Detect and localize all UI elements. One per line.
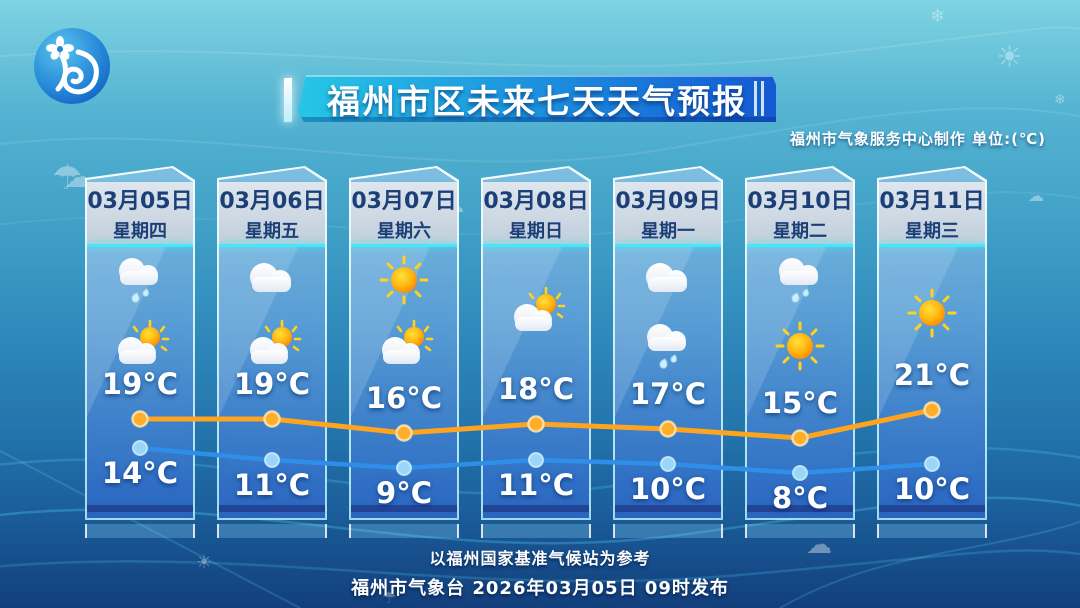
weekday-label: 星期日 [509, 221, 563, 242]
forecast-day-card: 03月09日 星期一 [613, 166, 723, 538]
weather-icons [615, 251, 721, 379]
bg-cloud-icon: ☁ [1028, 186, 1044, 205]
weekday-label: 星期六 [377, 221, 431, 242]
sunny-icon [764, 317, 836, 379]
sunny-icon [368, 251, 440, 313]
day-panel-inner: 03月11日 星期三 [879, 168, 985, 518]
light-rain-icon [764, 251, 836, 313]
day-panel: 03月06日 星期五 [217, 166, 327, 520]
date-label: 03月11日 [879, 189, 985, 214]
day-body [219, 247, 325, 518]
day-panel-inner: 03月08日 星期日 [483, 168, 589, 518]
weather-icons [87, 251, 193, 379]
footer-reference-note: 以福州国家基准气候站为参考 [429, 549, 651, 568]
day-body [615, 247, 721, 518]
day-body [747, 247, 853, 518]
footer-issue-info: 福州市气象台 2026年03月05日 09时发布 [351, 578, 729, 599]
date-label: 03月08日 [483, 189, 589, 214]
header-divider [879, 244, 985, 247]
weekday-label: 星期一 [641, 221, 695, 242]
day-body [351, 247, 457, 518]
day-header: 03月07日 星期六 [351, 182, 457, 244]
day-panel: 03月08日 星期日 [481, 166, 591, 520]
weather-icons [747, 251, 853, 379]
day-panel: 03月07日 星期六 [349, 166, 459, 520]
day-panel-inner: 03月09日 星期一 [615, 168, 721, 518]
bg-snow-icon: ❄ [930, 6, 946, 27]
panel-base [613, 524, 723, 538]
forecast-day-card: 03月08日 星期日 [481, 166, 591, 538]
partly-cloudy-icon [104, 317, 176, 379]
header-divider [615, 244, 721, 247]
day-body [879, 247, 985, 518]
sunny-icon [896, 284, 968, 346]
day-header: 03月10日 星期二 [747, 182, 853, 244]
header-divider [483, 244, 589, 247]
panel-base [349, 524, 459, 538]
day-panel: 03月10日 星期二 [745, 166, 855, 520]
forecast-day-card: 03月07日 星期六 [349, 166, 459, 538]
day-header: 03月05日 星期四 [87, 182, 193, 244]
day-panel-inner: 03月05日 星期四 [87, 168, 193, 518]
day-header: 03月09日 星期一 [615, 182, 721, 244]
partly-cloudy-icon [236, 317, 308, 379]
day-panel-inner: 03月06日 星期五 [219, 168, 325, 518]
page-title: 福州市区未来七天天气预报 [327, 81, 747, 121]
date-label: 03月10日 [747, 189, 853, 214]
date-label: 03月05日 [87, 189, 193, 214]
header-divider [747, 244, 853, 247]
forecast-day-card: 03月10日 星期二 [745, 166, 855, 538]
weekday-label: 星期五 [245, 221, 299, 242]
banner-right-ticks [754, 81, 766, 116]
day-panel: 03月11日 星期三 [877, 166, 987, 520]
weather-icons [219, 251, 325, 379]
panel-base [217, 524, 327, 538]
day-body [87, 247, 193, 518]
weekday-label: 星期二 [773, 221, 827, 242]
day-panel: 03月09日 星期一 [613, 166, 723, 520]
panel-base [877, 524, 987, 538]
footer: 以福州国家基准气候站为参考 福州市气象台 2026年03月05日 09时发布 [0, 545, 1080, 600]
title-banner: 福州市区未来七天天气预报 [298, 75, 776, 122]
day-panel: 03月05日 星期四 [85, 166, 195, 520]
date-label: 03月06日 [219, 189, 325, 214]
panel-base [481, 524, 591, 538]
partly-cloudy-icon [368, 317, 440, 379]
forecast-day-card: 03月05日 星期四 [85, 166, 195, 538]
credit-text: 福州市气象服务中心制作 单位:(℃) [789, 130, 1046, 148]
bg-snow-icon: ❄ [1054, 92, 1066, 108]
panel-base [745, 524, 855, 538]
day-body [483, 247, 589, 518]
bg-sun-icon: ☀ [996, 40, 1023, 75]
date-label: 03月09日 [615, 189, 721, 214]
day-panel-inner: 03月07日 星期六 [351, 168, 457, 518]
weekday-label: 星期三 [905, 221, 959, 242]
forecast-day-card: 03月06日 星期五 [217, 166, 327, 538]
light-rain-icon [632, 317, 704, 379]
weekday-label: 星期四 [113, 221, 167, 242]
header-divider [87, 244, 193, 247]
cloudy-icon [236, 251, 308, 313]
day-panel-inner: 03月10日 星期二 [747, 168, 853, 518]
bg-raincloud-icon: ☂ [52, 158, 83, 198]
station-logo [32, 26, 112, 106]
light-rain-icon [104, 251, 176, 313]
banner-accent-bar [284, 77, 292, 123]
weather-icons [351, 251, 457, 379]
header-divider [351, 244, 457, 247]
weather-icons [879, 251, 985, 379]
day-header: 03月11日 星期三 [879, 182, 985, 244]
partly-cloudy-icon [500, 284, 572, 346]
cloudy-icon [632, 251, 704, 313]
day-header: 03月08日 星期日 [483, 182, 589, 244]
forecast-day-card: 03月11日 星期三 [877, 166, 987, 538]
date-label: 03月07日 [351, 189, 457, 214]
panel-base [85, 524, 195, 538]
header-divider [219, 244, 325, 247]
weather-icons [483, 251, 589, 379]
day-header: 03月06日 星期五 [219, 182, 325, 244]
